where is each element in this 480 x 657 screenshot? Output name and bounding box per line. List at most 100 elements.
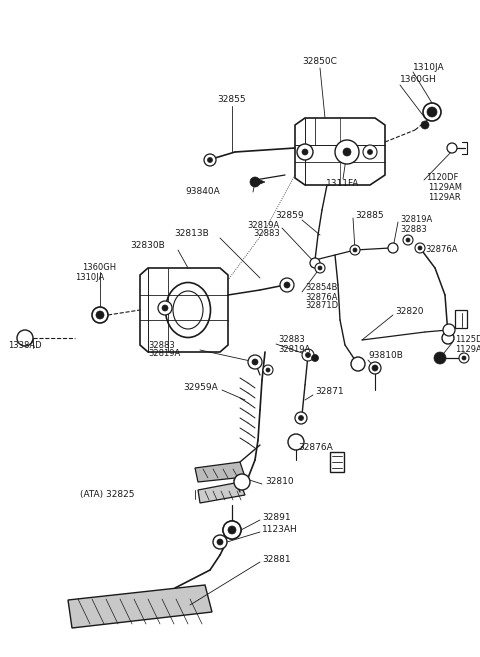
Circle shape	[280, 278, 294, 292]
Circle shape	[92, 307, 108, 323]
Text: 32871D: 32871D	[305, 302, 338, 311]
Text: 1360GH: 1360GH	[82, 263, 116, 273]
Text: 32819A: 32819A	[400, 215, 432, 225]
Circle shape	[228, 526, 236, 534]
Text: 1310JA: 1310JA	[413, 62, 444, 72]
Text: 93810B: 93810B	[368, 350, 403, 359]
Circle shape	[434, 352, 446, 364]
Text: 32850C: 32850C	[302, 58, 337, 66]
Text: 32819A: 32819A	[148, 350, 180, 359]
Circle shape	[299, 415, 303, 420]
FancyBboxPatch shape	[455, 310, 467, 328]
Circle shape	[284, 282, 290, 288]
Text: 32859: 32859	[276, 210, 304, 219]
Text: 1311FA: 1311FA	[326, 179, 360, 187]
Text: 32830B: 32830B	[131, 240, 166, 250]
Text: 32871: 32871	[315, 388, 344, 397]
Circle shape	[17, 330, 33, 346]
Text: 32855: 32855	[218, 95, 246, 104]
Text: 1360GH: 1360GH	[400, 76, 437, 85]
Text: 32820: 32820	[395, 307, 423, 317]
Circle shape	[335, 140, 359, 164]
Circle shape	[252, 359, 258, 365]
Circle shape	[207, 158, 213, 162]
Polygon shape	[68, 585, 212, 628]
Circle shape	[372, 365, 378, 371]
Circle shape	[295, 412, 307, 424]
Text: 32876A: 32876A	[425, 246, 457, 254]
Circle shape	[217, 539, 223, 545]
Circle shape	[248, 355, 262, 369]
Text: 32876A: 32876A	[298, 443, 333, 453]
Polygon shape	[255, 178, 265, 186]
Text: 1129AM: 1129AM	[428, 183, 462, 193]
Circle shape	[388, 243, 398, 253]
Text: 32876A: 32876A	[305, 292, 337, 302]
Circle shape	[96, 311, 104, 319]
Circle shape	[403, 235, 413, 245]
Text: (ATA) 32825: (ATA) 32825	[80, 491, 134, 499]
Text: 32883: 32883	[278, 336, 305, 344]
Text: 1129AR: 1129AR	[428, 193, 461, 202]
Circle shape	[423, 103, 441, 121]
Text: 1129AR: 1129AR	[455, 344, 480, 353]
Text: 1310JA: 1310JA	[75, 273, 104, 283]
Circle shape	[312, 355, 319, 361]
Text: 32810: 32810	[265, 478, 294, 486]
Circle shape	[406, 238, 410, 242]
Text: 32959A: 32959A	[183, 384, 218, 392]
Circle shape	[302, 149, 308, 155]
Circle shape	[302, 349, 314, 361]
Text: 32819A: 32819A	[248, 221, 280, 229]
Circle shape	[350, 245, 360, 255]
Circle shape	[442, 332, 454, 344]
Text: 1125DD: 1125DD	[455, 336, 480, 344]
Text: 32883: 32883	[148, 340, 175, 350]
Circle shape	[427, 107, 437, 117]
Text: 32813B: 32813B	[175, 229, 209, 237]
Circle shape	[443, 324, 455, 336]
Circle shape	[447, 143, 457, 153]
Text: 1338AD: 1338AD	[8, 340, 42, 350]
Polygon shape	[198, 482, 245, 503]
Circle shape	[288, 434, 304, 450]
Circle shape	[462, 356, 466, 360]
Text: 1120DF: 1120DF	[426, 173, 458, 183]
Circle shape	[266, 368, 270, 372]
Text: 32819A: 32819A	[278, 344, 310, 353]
Text: 32885: 32885	[355, 210, 384, 219]
Text: 93840A: 93840A	[185, 187, 220, 196]
Circle shape	[353, 248, 357, 252]
Text: 32891: 32891	[262, 514, 290, 522]
Circle shape	[223, 521, 241, 539]
Text: 32854B: 32854B	[305, 284, 337, 292]
Circle shape	[162, 305, 168, 311]
Circle shape	[421, 121, 429, 129]
Circle shape	[343, 148, 351, 156]
Circle shape	[234, 474, 250, 490]
Circle shape	[297, 144, 313, 160]
Circle shape	[426, 106, 438, 118]
Circle shape	[415, 243, 425, 253]
Circle shape	[363, 145, 377, 159]
Circle shape	[318, 266, 322, 270]
Circle shape	[368, 150, 372, 154]
Text: 32881: 32881	[262, 556, 290, 564]
Circle shape	[310, 258, 320, 268]
Circle shape	[158, 301, 172, 315]
Circle shape	[369, 362, 381, 374]
Polygon shape	[195, 462, 245, 482]
Circle shape	[250, 177, 260, 187]
Circle shape	[305, 353, 311, 357]
Circle shape	[204, 154, 216, 166]
Circle shape	[418, 246, 422, 250]
Circle shape	[351, 357, 365, 371]
Circle shape	[213, 535, 227, 549]
Circle shape	[223, 521, 241, 539]
Circle shape	[263, 365, 273, 375]
Text: 32883: 32883	[253, 229, 280, 238]
FancyBboxPatch shape	[330, 452, 344, 472]
Text: 1123AH: 1123AH	[262, 526, 298, 535]
Text: 32883: 32883	[400, 225, 427, 233]
Circle shape	[459, 353, 469, 363]
